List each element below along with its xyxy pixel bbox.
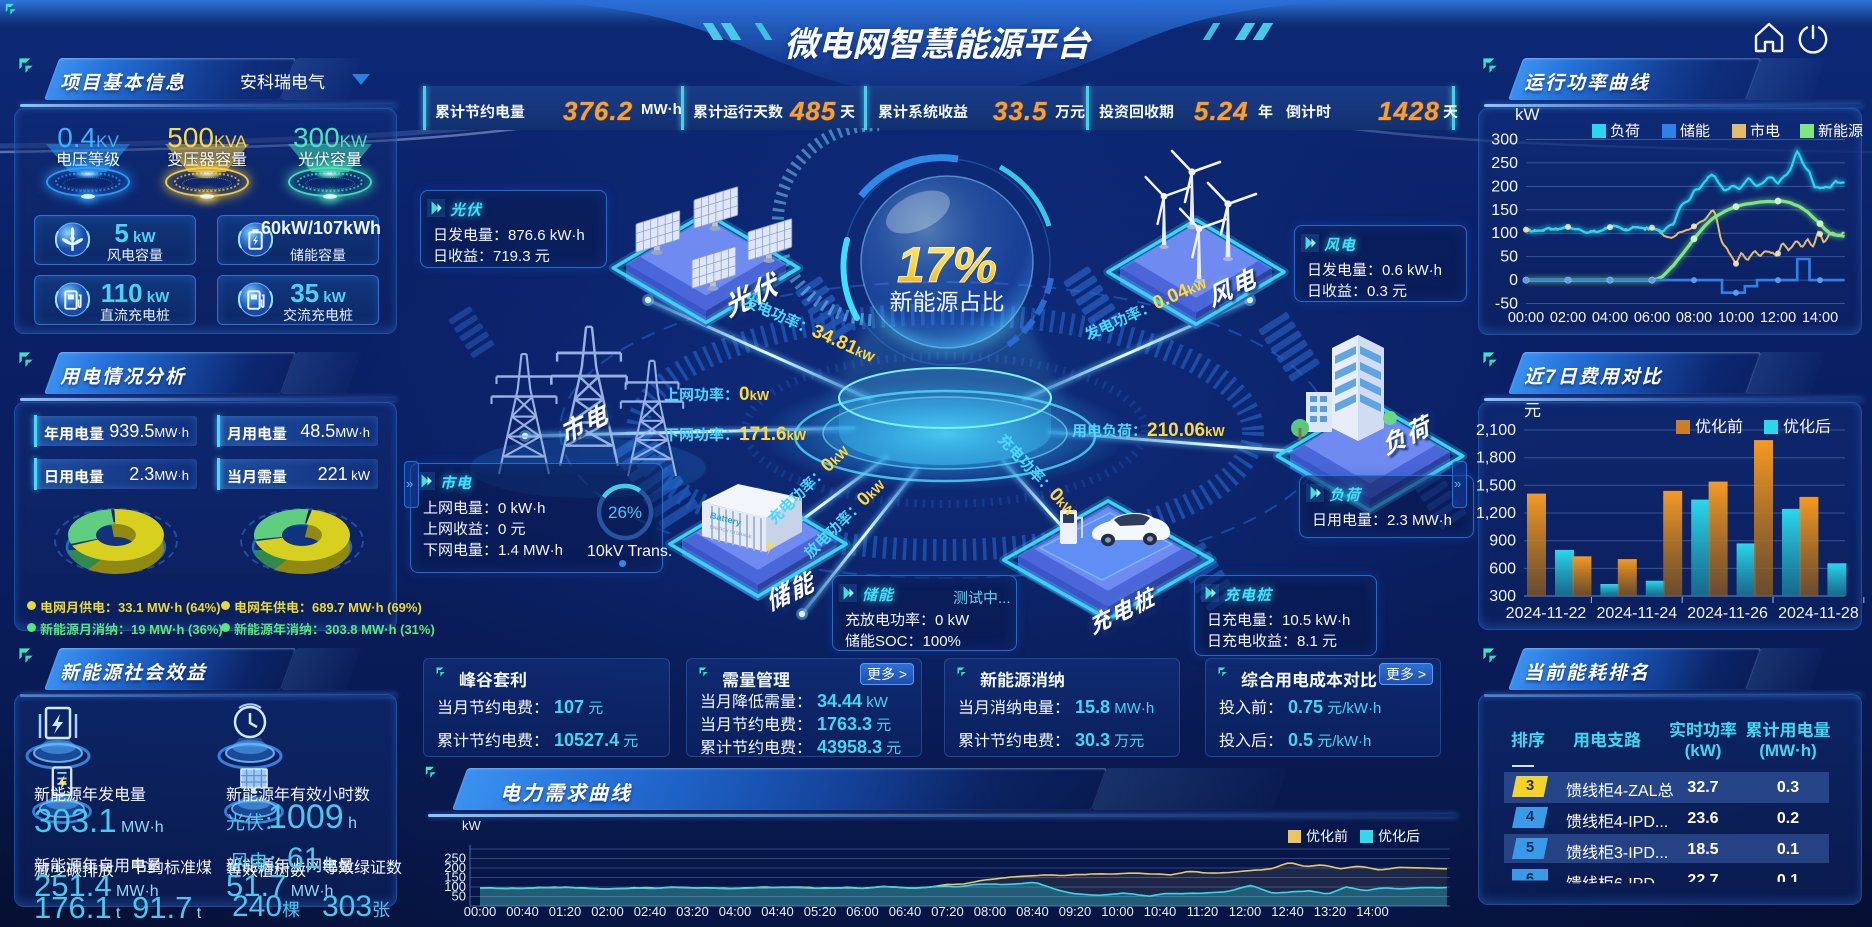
svg-text:06:00: 06:00: [1634, 310, 1670, 326]
svg-text:50: 50: [1500, 249, 1518, 266]
svg-text:新能源占比: 新能源占比: [890, 289, 1005, 315]
svg-text:2024-11-26: 2024-11-26: [1687, 605, 1768, 622]
svg-text:新能源: 新能源: [1818, 123, 1863, 140]
svg-text:150: 150: [1491, 202, 1518, 219]
svg-text:08:00: 08:00: [1676, 310, 1712, 326]
svg-text:17%: 17%: [897, 237, 997, 293]
svg-text:0: 0: [1509, 272, 1518, 289]
svg-text:26%: 26%: [608, 503, 642, 522]
svg-text:600: 600: [1489, 560, 1516, 577]
svg-text:2024-11-24: 2024-11-24: [1596, 605, 1677, 622]
svg-text:1,500: 1,500: [1476, 477, 1516, 494]
svg-text:00:00: 00:00: [1508, 310, 1544, 326]
svg-text:300: 300: [1491, 132, 1518, 149]
svg-text:2024-11-28: 2024-11-28: [1778, 605, 1859, 622]
svg-text:10:00: 10:00: [1718, 310, 1754, 326]
svg-text:负荷: 负荷: [1610, 123, 1640, 140]
svg-text:2,100: 2,100: [1476, 422, 1516, 439]
svg-text:1,800: 1,800: [1476, 450, 1516, 467]
svg-text:元: 元: [1524, 401, 1541, 420]
svg-text:100: 100: [1491, 225, 1518, 242]
svg-text:14:00: 14:00: [1802, 310, 1838, 326]
svg-text:-50: -50: [1495, 296, 1518, 313]
svg-text:900: 900: [1489, 533, 1516, 550]
svg-text:kW: kW: [1515, 105, 1540, 124]
svg-text:市电: 市电: [1750, 123, 1780, 140]
svg-text:02:00: 02:00: [1550, 310, 1586, 326]
svg-text:04:00: 04:00: [1592, 310, 1628, 326]
svg-text:储能: 储能: [1680, 123, 1710, 140]
svg-text:200: 200: [1491, 178, 1518, 195]
svg-text:优化前: 优化前: [1695, 418, 1743, 436]
svg-text:12:00: 12:00: [1760, 310, 1796, 326]
svg-text:优化后: 优化后: [1783, 418, 1831, 436]
svg-text:1,200: 1,200: [1476, 505, 1516, 522]
svg-text:250: 250: [1491, 155, 1518, 172]
svg-text:300: 300: [1489, 588, 1516, 605]
svg-text:2024-11-22: 2024-11-22: [1506, 605, 1587, 622]
